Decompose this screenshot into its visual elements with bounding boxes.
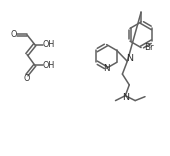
Text: OH: OH: [42, 40, 55, 49]
Text: O: O: [24, 74, 30, 83]
Text: Br: Br: [144, 43, 154, 52]
Text: N: N: [103, 64, 110, 73]
Text: O: O: [10, 30, 16, 39]
Text: N: N: [126, 54, 133, 63]
Text: OH: OH: [42, 61, 55, 70]
Text: N: N: [122, 93, 129, 102]
